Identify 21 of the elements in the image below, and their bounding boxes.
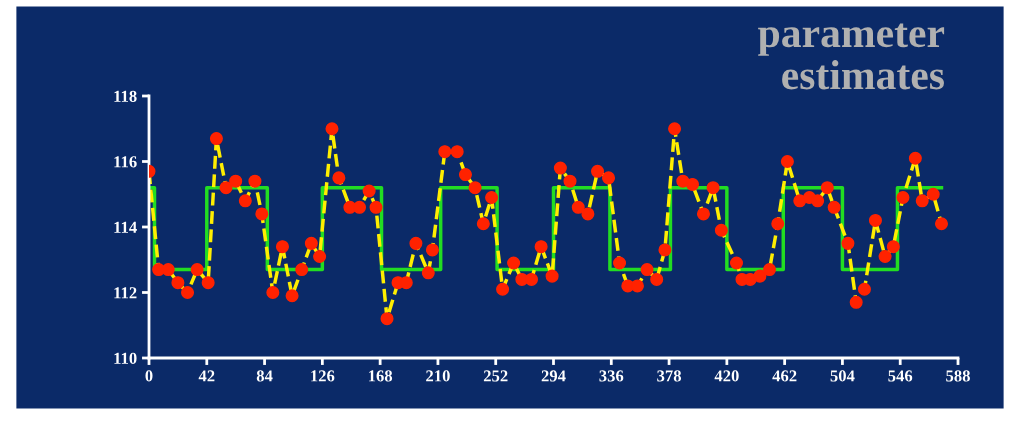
x-tick-label: 462: [772, 370, 797, 382]
x-tick-label: 546: [888, 370, 913, 382]
x-tick-label: 336: [599, 370, 624, 382]
y-tick-label: 112: [114, 287, 137, 299]
x-tick-label: 294: [541, 370, 566, 382]
x-tick-label: 210: [426, 370, 450, 382]
chart-title: parameter estimates: [758, 23, 945, 90]
x-tick-label: 126: [311, 370, 335, 382]
x-tick-label: 0: [145, 370, 153, 382]
y-tick-label: 114: [114, 221, 137, 233]
x-tick-label: 588: [946, 370, 970, 382]
y-tick-label: 118: [114, 90, 137, 102]
x-tick-label: 504: [830, 370, 855, 382]
x-tick-label: 420: [714, 370, 739, 382]
x-tick-label: 378: [657, 370, 682, 382]
x-tick-label: 84: [256, 370, 273, 382]
y-tick-label: 116: [114, 156, 137, 168]
x-tick-label: 168: [368, 370, 393, 382]
y-tick-label: 110: [114, 352, 137, 364]
x-tick-label: 42: [198, 370, 215, 382]
x-tick-label: 252: [483, 370, 508, 382]
